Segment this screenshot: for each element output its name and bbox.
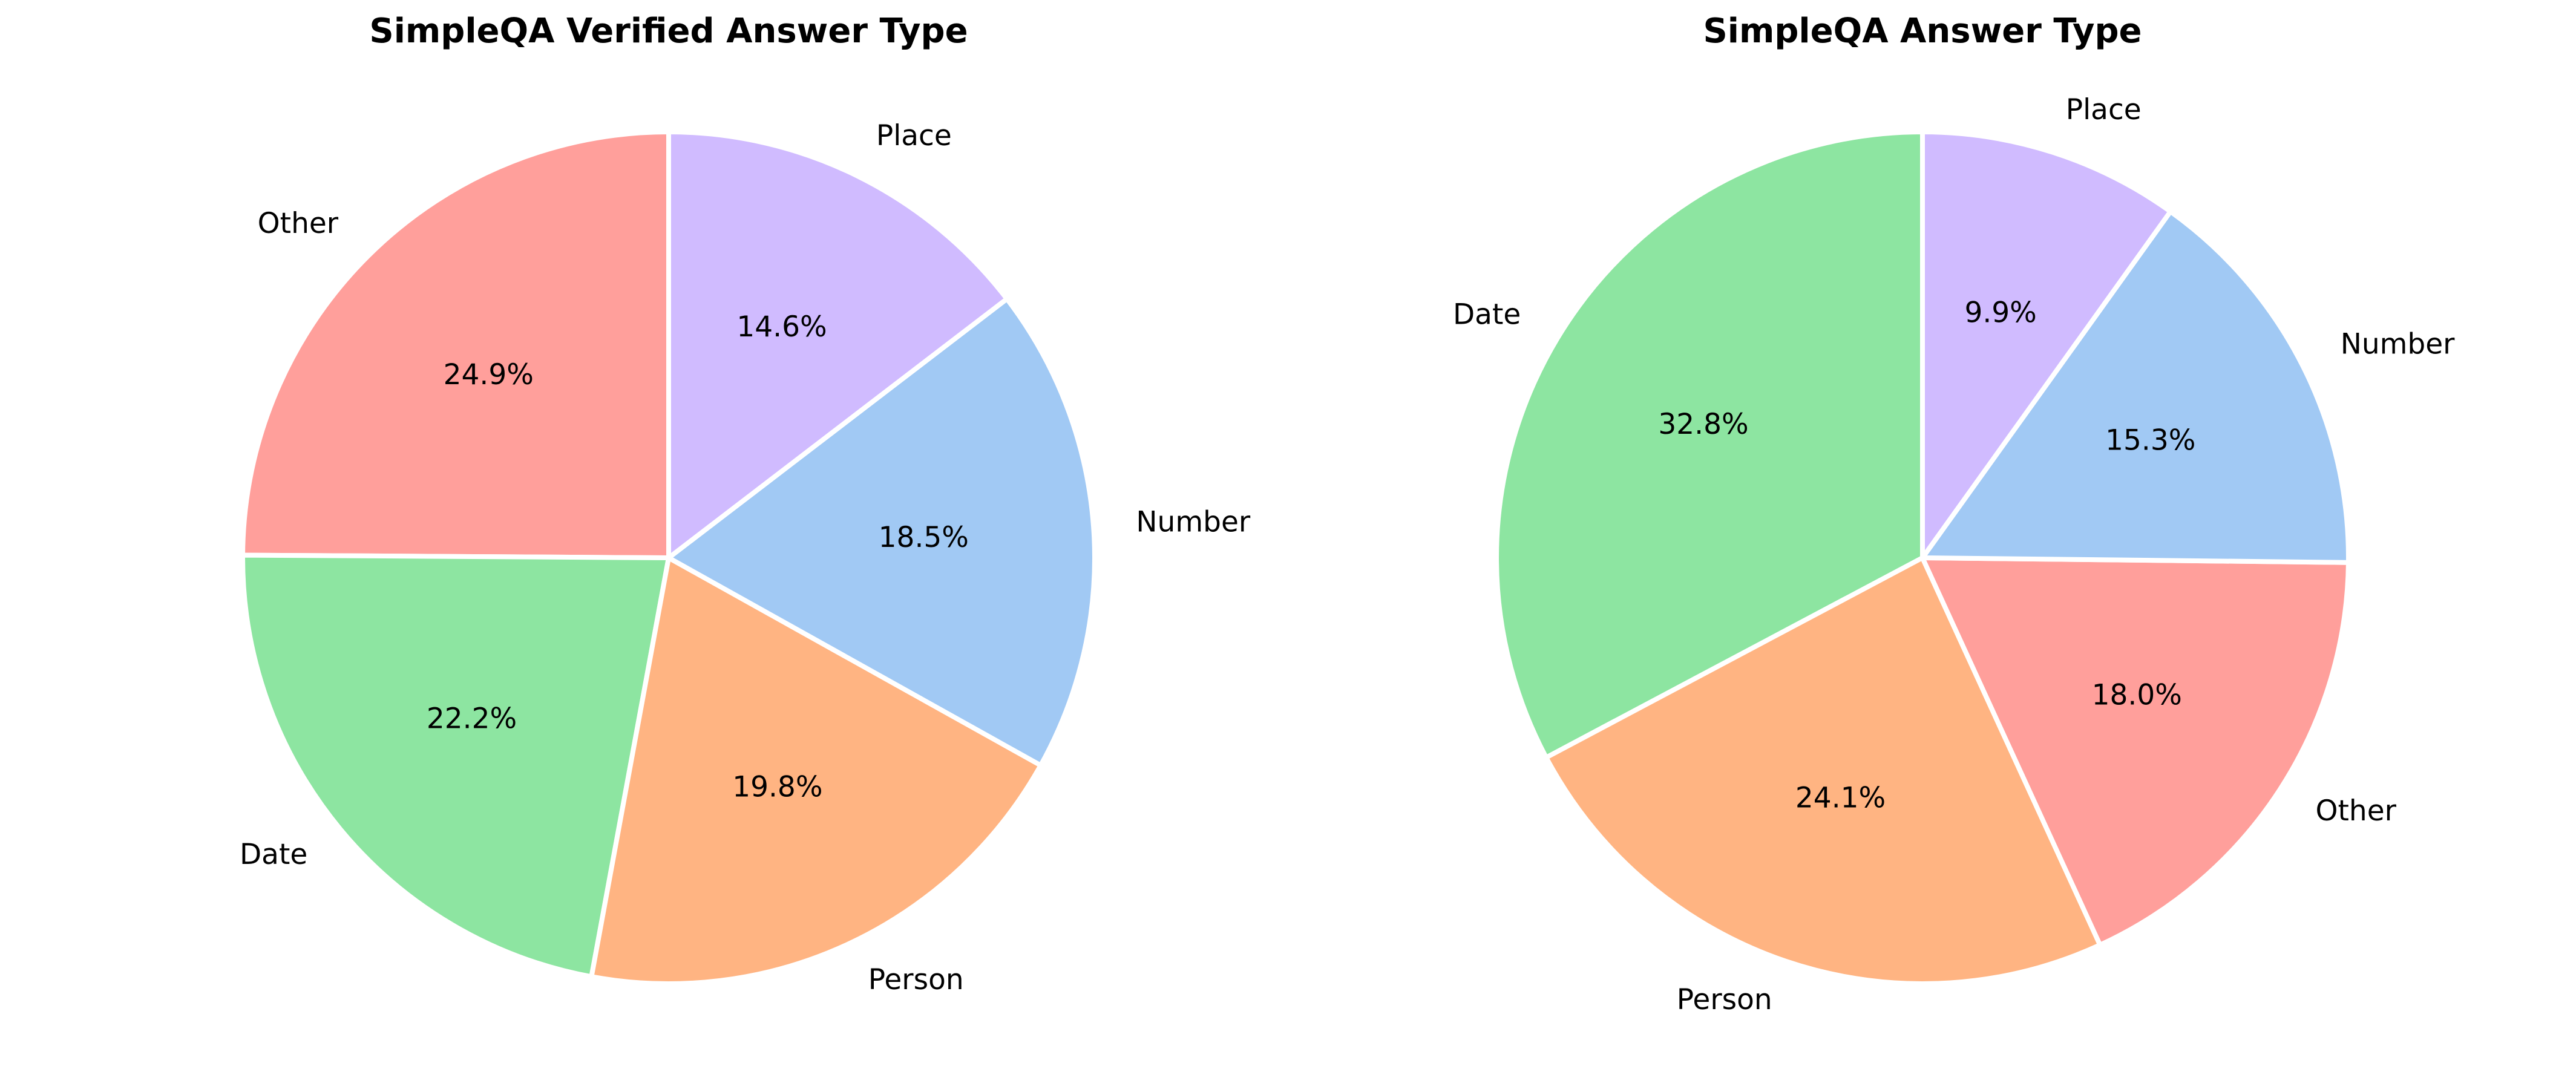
pie-slice bbox=[666, 129, 1009, 560]
value-label: 22.2% bbox=[427, 702, 517, 736]
pie-slice bbox=[1544, 555, 2103, 986]
value-label: 24.1% bbox=[1795, 782, 1886, 815]
value-label: 15.3% bbox=[2105, 424, 2195, 457]
pie-slice bbox=[1920, 555, 2351, 947]
slice-label: Person bbox=[868, 963, 964, 996]
value-label: 9.9% bbox=[1964, 296, 2036, 329]
pie-slice bbox=[240, 129, 671, 560]
value-label: 14.6% bbox=[736, 310, 827, 344]
pie-slice bbox=[240, 552, 671, 979]
pie-slice bbox=[1494, 129, 1925, 760]
slice-label: Date bbox=[1453, 298, 1521, 331]
value-label: 19.8% bbox=[732, 771, 822, 804]
chart-title: SimpleQA Answer Type bbox=[1703, 11, 2142, 51]
slice-label: Number bbox=[2341, 327, 2455, 361]
chart-title: SimpleQA Verified Answer Type bbox=[369, 11, 968, 51]
slice-label: Place bbox=[2066, 93, 2142, 126]
slice-label: Number bbox=[1136, 506, 1250, 539]
pie-slice bbox=[666, 296, 1097, 768]
slice-label: Other bbox=[258, 207, 339, 240]
value-label: 24.9% bbox=[444, 358, 534, 391]
value-label: 32.8% bbox=[1658, 408, 1748, 441]
value-label: 18.5% bbox=[879, 521, 969, 554]
slice-label: Other bbox=[2315, 794, 2396, 828]
slice-label: Place bbox=[876, 119, 952, 152]
value-label: 18.0% bbox=[2092, 679, 2182, 712]
slice-label: Person bbox=[1677, 983, 1772, 1016]
slice-label: Date bbox=[240, 838, 307, 871]
pie-slice bbox=[1920, 209, 2351, 565]
pie-slice bbox=[589, 555, 1043, 986]
pie-slice bbox=[1920, 129, 2173, 560]
